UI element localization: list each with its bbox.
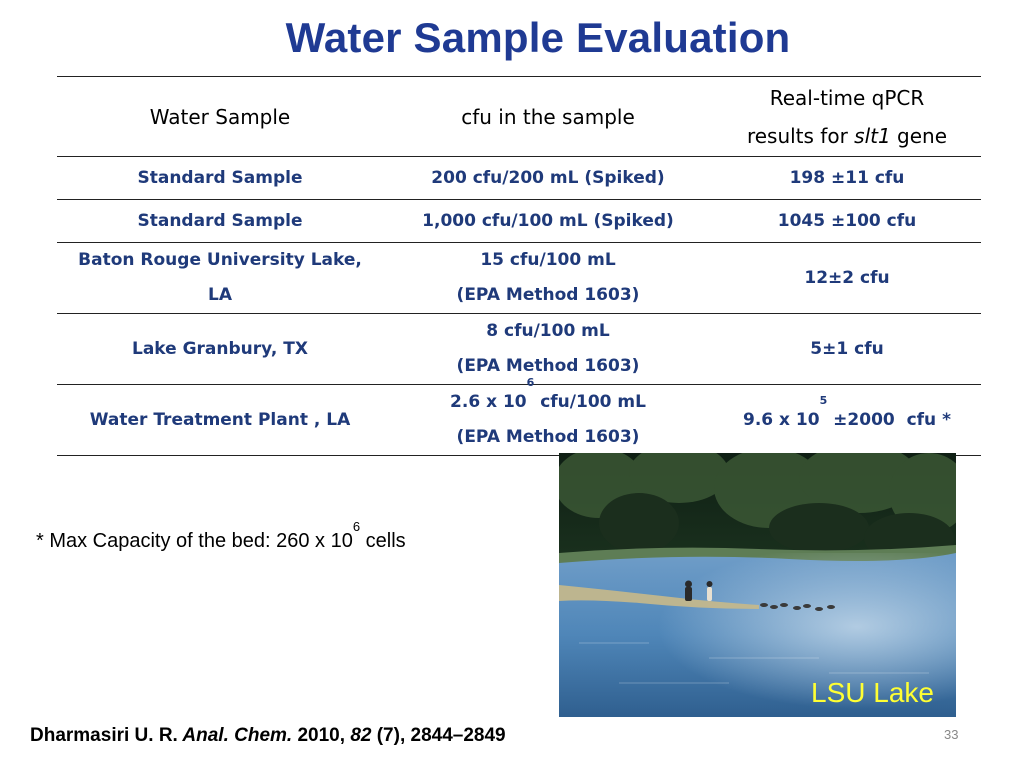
table-row: Standard Sample 1,000 cfu/100 mL (Spiked… xyxy=(57,199,981,243)
cell-sample: Baton Rouge University Lake, LA xyxy=(57,242,383,314)
table-row: Baton Rouge University Lake, LA 15 cfu/1… xyxy=(57,242,981,314)
cell-qpcr: 9.6 x 105 ±2000 cfu * xyxy=(713,384,981,456)
photo-caption: LSU Lake xyxy=(811,677,934,708)
cell-cfu: 2.6 x 106 cfu/100 mL (EPA Method 1603) xyxy=(383,377,713,456)
page-number: 33 xyxy=(944,727,959,742)
cell-sample: Standard Sample xyxy=(57,199,383,243)
table-row: Standard Sample 200 cfu/200 mL (Spiked) … xyxy=(57,156,981,200)
lake-scene-illustration xyxy=(559,453,956,717)
cell-qpcr: 198 ±11 cfu xyxy=(713,156,981,200)
header-qpcr-line1: Real-time qPCR xyxy=(769,85,925,110)
cell-qpcr: 12±2 cfu xyxy=(713,242,981,314)
table-row: Lake Granbury, TX 8 cfu/100 mL (EPA Meth… xyxy=(57,313,981,385)
gene-name: slt1 xyxy=(854,123,891,148)
slide-title: Water Sample Evaluation xyxy=(285,14,791,61)
water-sample-table: Water Sample cfu in the sample Real-time… xyxy=(57,76,981,456)
cell-sample: Standard Sample xyxy=(57,156,383,200)
header-qpcr-line2: results for slt1 gene xyxy=(746,123,948,148)
header-qpcr: Real-time qPCR results for slt1 gene xyxy=(713,76,981,157)
lsu-lake-photo: LSU Lake xyxy=(559,453,956,717)
citation: Dharmasiri U. R. Anal. Chem. 2010, 82 (7… xyxy=(30,725,506,746)
cell-cfu: 15 cfu/100 mL (EPA Method 1603) xyxy=(383,242,713,314)
footnote-max-capacity: * Max Capacity of the bed: 260 x 106 cel… xyxy=(36,519,406,552)
cell-qpcr: 1045 ±100 cfu xyxy=(713,199,981,243)
cell-cfu: 200 cfu/200 mL (Spiked) xyxy=(383,156,713,200)
cell-cfu: 1,000 cfu/100 mL (Spiked) xyxy=(383,199,713,243)
cell-cfu: 8 cfu/100 mL (EPA Method 1603) xyxy=(383,313,713,385)
table-header-row: Water Sample cfu in the sample Real-time… xyxy=(57,76,981,157)
cell-sample: Lake Granbury, TX xyxy=(57,313,383,385)
cell-sample: Water Treatment Plant , LA xyxy=(57,384,383,456)
header-water-sample: Water Sample xyxy=(57,76,383,157)
table-row: Water Treatment Plant , LA 2.6 x 106 cfu… xyxy=(57,377,981,456)
cell-qpcr: 5±1 cfu xyxy=(713,313,981,385)
header-cfu: cfu in the sample xyxy=(383,76,713,157)
